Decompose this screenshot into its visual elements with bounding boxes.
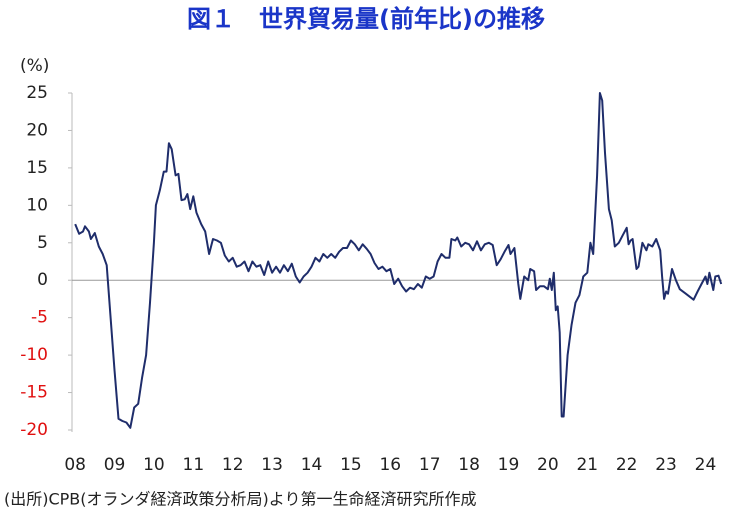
y-tick-label: 5 — [37, 233, 48, 253]
y-tick-label: -5 — [31, 308, 48, 328]
x-tick-label: 11 — [183, 455, 205, 475]
y-tick-label: -20 — [20, 420, 48, 440]
x-tick-label: 14 — [301, 455, 323, 475]
y-tick-label: 0 — [37, 270, 48, 290]
x-tick-label: 24 — [695, 455, 717, 475]
x-tick-label: 22 — [616, 455, 638, 475]
x-tick-label: 12 — [222, 455, 244, 475]
x-tick-label: 13 — [261, 455, 283, 475]
x-tick-label: 16 — [379, 455, 401, 475]
x-tick-label: 09 — [104, 455, 126, 475]
x-tick-label: 20 — [537, 455, 559, 475]
x-tick-label: 10 — [143, 455, 165, 475]
x-tick-label: 18 — [458, 455, 480, 475]
y-tick-label: 10 — [26, 195, 48, 215]
chart-title: 図１ 世界貿易量(前年比)の推移 — [187, 5, 545, 33]
x-tick-label: 17 — [419, 455, 441, 475]
y-tick-label: -15 — [20, 383, 48, 403]
y-tick-label: -10 — [20, 345, 48, 365]
y-tick-label: 25 — [26, 83, 48, 103]
source-note: (出所)CPB(オランダ経済政策分析局)より第一生命経済研究所作成 — [4, 490, 476, 509]
data-line — [74, 92, 723, 429]
x-tick-label: 23 — [655, 455, 677, 475]
y-unit-label: (%) — [20, 56, 49, 76]
x-tick-label: 19 — [498, 455, 520, 475]
x-tick-label: 15 — [340, 455, 362, 475]
x-tick-label: 08 — [64, 455, 86, 475]
x-tick-label: 21 — [576, 455, 598, 475]
y-tick-label: 15 — [26, 158, 48, 178]
y-tick-label: 20 — [26, 120, 48, 140]
